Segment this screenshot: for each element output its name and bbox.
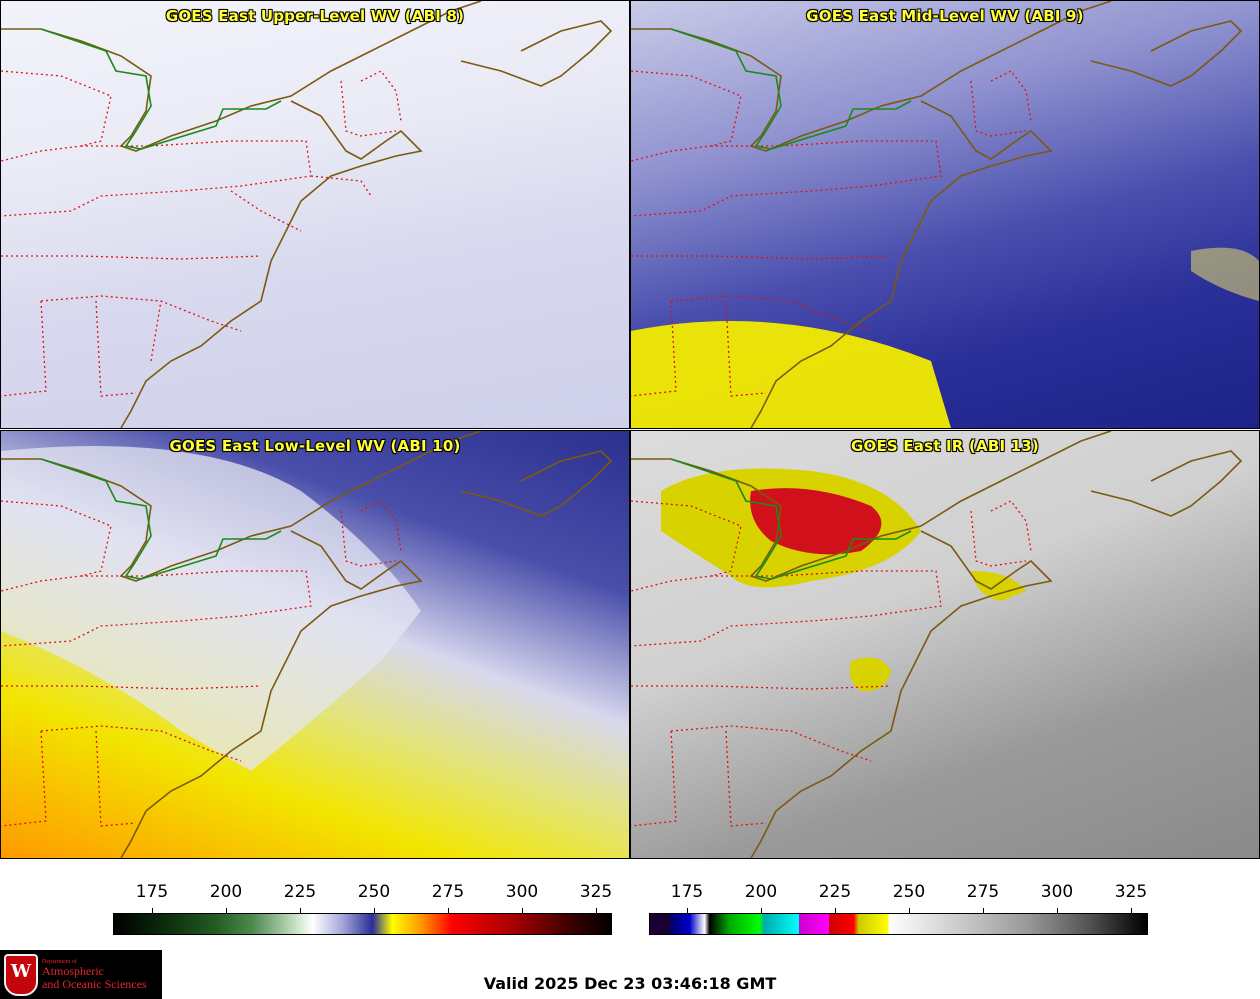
- map-overlay: [631, 431, 1243, 858]
- tick-label: 250: [357, 882, 391, 902]
- wv-colorbar: 175 200 225 250 275 300 325: [113, 882, 613, 942]
- panel-title: GOES East IR (ABI 13): [850, 437, 1039, 455]
- uw-crest-icon: W: [4, 953, 38, 996]
- upper-level-wv-panel: GOES East Upper-Level WV (ABI 8): [0, 0, 630, 429]
- tick-label: 200: [744, 882, 778, 902]
- tick-label: 250: [892, 882, 926, 902]
- wv-colorbar-ticks: 175 200 225 250 275 300 325: [113, 882, 613, 904]
- panel-title: GOES East Low-Level WV (ABI 10): [169, 437, 461, 455]
- logo-line-3: and Oceanic Sciences: [42, 976, 147, 991]
- low-level-wv-panel: GOES East Low-Level WV (ABI 10): [0, 430, 630, 859]
- tick-label: 325: [1114, 882, 1148, 902]
- map-overlay: [1, 431, 613, 858]
- wv-colorbar-gradient: [113, 913, 612, 935]
- panel-title: GOES East Mid-Level WV (ABI 9): [806, 7, 1084, 25]
- valid-time-label: Valid 2025 Dec 23 03:46:18 GMT: [483, 974, 777, 993]
- ir-panel: GOES East IR (ABI 13): [630, 430, 1260, 859]
- tick-label: 175: [670, 882, 704, 902]
- map-overlay: [631, 1, 1259, 428]
- aos-logo[interactable]: W Department of Atmospheric and Oceanic …: [0, 950, 162, 999]
- tick-label: 175: [135, 882, 169, 902]
- tick-label: 225: [818, 882, 852, 902]
- logo-line-2: Atmospheric: [42, 964, 104, 979]
- tick-label: 325: [579, 882, 613, 902]
- tick-label: 225: [283, 882, 317, 902]
- ir-colorbar-gradient: [649, 913, 1148, 935]
- logo-text: Department of Atmospheric and Oceanic Sc…: [42, 959, 147, 990]
- ir-colorbar-ticks: 175 200 225 250 275 300 325: [649, 882, 1149, 904]
- logo-line-1: Department of: [42, 958, 77, 965]
- panel-title: GOES East Upper-Level WV (ABI 8): [165, 7, 465, 25]
- tick-label: 275: [431, 882, 465, 902]
- ir-colorbar: 175 200 225 250 275 300 325: [649, 882, 1149, 942]
- mid-level-wv-panel: GOES East Mid-Level WV (ABI 9): [630, 0, 1260, 429]
- map-overlay: [1, 1, 613, 428]
- tick-label: 200: [209, 882, 243, 902]
- tick-label: 300: [505, 882, 539, 902]
- tick-label: 300: [1040, 882, 1074, 902]
- tick-label: 275: [966, 882, 1000, 902]
